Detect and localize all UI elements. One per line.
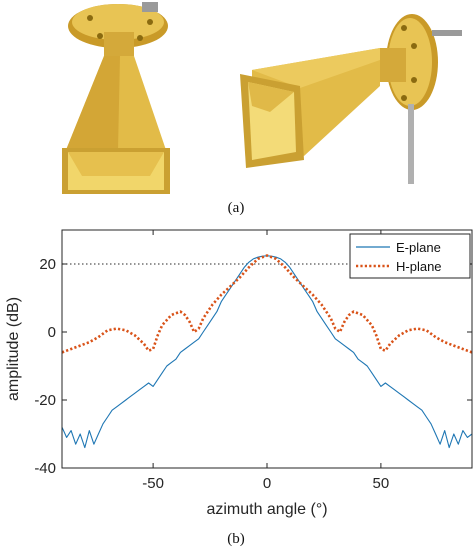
horn-antenna-photo (62, 2, 462, 194)
legend: E-plane H-plane (349, 233, 471, 279)
x-tick-label: -50 (142, 475, 164, 492)
caption-b: (b) (227, 531, 245, 547)
series-line-h-plane (61, 254, 473, 354)
y-tick-label: 0 (48, 324, 56, 341)
x-axis-label: azimuth angle (°) (206, 501, 327, 518)
legend-label-e-plane: E-plane (396, 240, 441, 255)
y-tick-label: -20 (34, 392, 56, 409)
radiation-pattern-chart: -50 0 50 -40 -20 0 20 azimuth angle (°) amplitud… (5, 229, 473, 518)
legend-label-h-plane: H-plane (396, 259, 442, 274)
y-tick-label: 20 (39, 256, 56, 273)
x-tick-label: 50 (373, 475, 390, 492)
series-layer (61, 254, 473, 449)
right-horn-antenna (240, 14, 462, 184)
legend-box (349, 233, 471, 279)
axes-layer: -50 0 50 -40 -20 0 20 azimuth angle (°) amplitud… (5, 229, 473, 518)
caption-a: (a) (227, 200, 245, 216)
y-axis-label: amplitude (dB) (5, 297, 22, 401)
left-horn-antenna (62, 2, 170, 194)
y-tick-label: -40 (34, 460, 56, 477)
x-tick-label: 0 (263, 475, 271, 492)
